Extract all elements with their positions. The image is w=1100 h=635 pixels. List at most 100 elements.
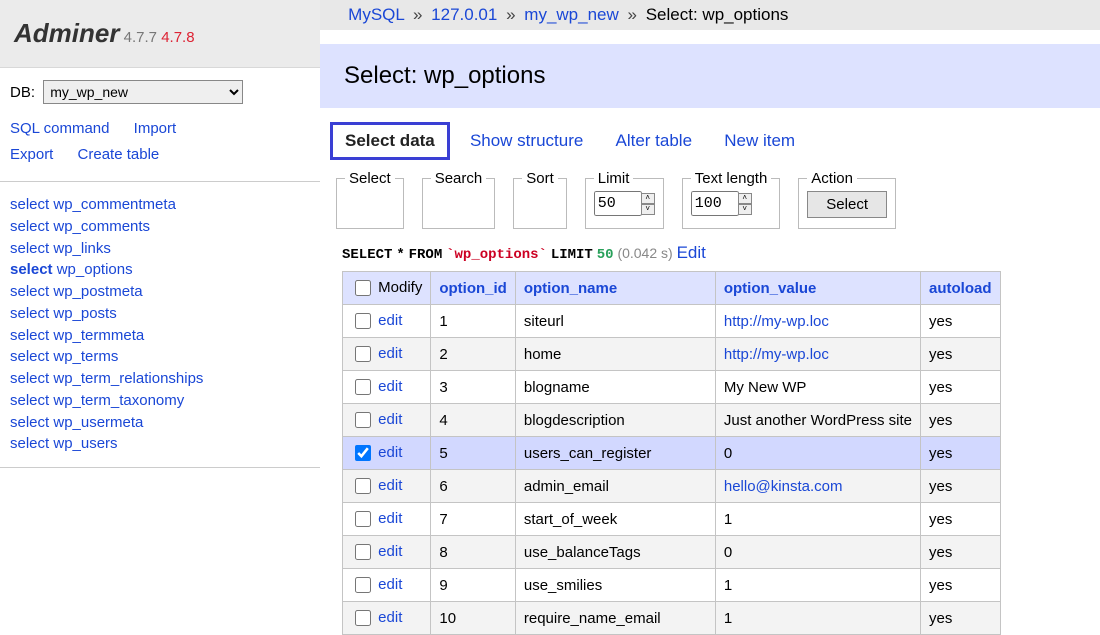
brand-version: 4.7.7: [124, 29, 157, 46]
table-link-wp_options[interactable]: select wp_options: [10, 259, 310, 281]
cell-option-id: 7: [431, 503, 516, 536]
row-checkbox[interactable]: [355, 544, 371, 560]
edit-link[interactable]: edit: [378, 312, 402, 329]
tables-list: select wp_commentmetaselect wp_commentss…: [0, 182, 320, 468]
tabs: Select data Show structure Alter table N…: [320, 108, 1100, 164]
cell-option-name: admin_email: [515, 470, 715, 503]
select-all-checkbox[interactable]: [355, 280, 371, 296]
edit-link[interactable]: edit: [378, 378, 402, 395]
table-link-wp_term_taxonomy[interactable]: select wp_term_taxonomy: [10, 390, 310, 412]
table-link-wp_usermeta[interactable]: select wp_usermeta: [10, 412, 310, 434]
row-checkbox[interactable]: [355, 610, 371, 626]
cell-autoload: yes: [921, 569, 1001, 602]
fieldset-search: Search: [422, 170, 496, 229]
table-row: edit10require_name_email1yes: [343, 602, 1001, 635]
spin-up-icon[interactable]: ˄: [641, 193, 655, 204]
import-link[interactable]: Import: [134, 120, 177, 137]
cell-option-value: hello@kinsta.com: [715, 470, 920, 503]
col-option-name[interactable]: option_name: [524, 280, 617, 297]
create-table-link[interactable]: Create table: [78, 146, 160, 163]
row-checkbox[interactable]: [355, 478, 371, 494]
edit-link[interactable]: edit: [378, 609, 402, 626]
cell-autoload: yes: [921, 305, 1001, 338]
edit-link[interactable]: edit: [378, 543, 402, 560]
table-row: edit6admin_emailhello@kinsta.comyes: [343, 470, 1001, 503]
col-autoload[interactable]: autoload: [929, 280, 992, 297]
tab-show-structure[interactable]: Show structure: [458, 125, 595, 157]
cell-option-name: blogname: [515, 371, 715, 404]
cell-option-value: 1: [715, 503, 920, 536]
table-row: edit9use_smilies1yes: [343, 569, 1001, 602]
table-link-wp_termmeta[interactable]: select wp_termmeta: [10, 325, 310, 347]
table-link-wp_postmeta[interactable]: select wp_postmeta: [10, 281, 310, 303]
value-link[interactable]: http://my-wp.loc: [724, 313, 829, 330]
db-select[interactable]: my_wp_new: [43, 80, 243, 104]
table-link-wp_comments[interactable]: select wp_comments: [10, 216, 310, 238]
breadcrumb-db[interactable]: my_wp_new: [524, 5, 619, 24]
row-checkbox[interactable]: [355, 412, 371, 428]
cell-option-id: 2: [431, 338, 516, 371]
spin-down-icon[interactable]: ˅: [641, 204, 655, 215]
brand-title: Adminer: [14, 18, 119, 48]
brand-new-version: 4.7.8: [161, 29, 194, 46]
sidebar-links: SQL command Import Export Create table: [0, 116, 320, 182]
cell-option-id: 4: [431, 404, 516, 437]
breadcrumb-host[interactable]: 127.0.01: [431, 5, 497, 24]
cell-option-name: siteurl: [515, 305, 715, 338]
cell-option-value: 1: [715, 569, 920, 602]
cell-option-value: 0: [715, 536, 920, 569]
cell-option-value: 0: [715, 437, 920, 470]
edit-link[interactable]: edit: [378, 345, 402, 362]
breadcrumb-driver[interactable]: MySQL: [348, 5, 404, 24]
export-link[interactable]: Export: [10, 146, 53, 163]
row-checkbox[interactable]: [355, 346, 371, 362]
edit-link[interactable]: edit: [378, 411, 402, 428]
spin-down-icon[interactable]: ˅: [738, 204, 752, 215]
tab-alter-table[interactable]: Alter table: [604, 125, 705, 157]
table-link-wp_users[interactable]: select wp_users: [10, 433, 310, 455]
edit-link[interactable]: edit: [378, 444, 402, 461]
table-link-wp_terms[interactable]: select wp_terms: [10, 346, 310, 368]
sql-command-link[interactable]: SQL command: [10, 120, 110, 137]
fieldset-select: Select: [336, 170, 404, 229]
select-button[interactable]: Select: [807, 191, 887, 218]
row-checkbox[interactable]: [355, 445, 371, 461]
cell-option-id: 1: [431, 305, 516, 338]
tab-select-data[interactable]: Select data: [330, 122, 450, 160]
col-option-id[interactable]: option_id: [439, 280, 507, 297]
cell-autoload: yes: [921, 404, 1001, 437]
text-length-input[interactable]: [691, 191, 739, 216]
cell-option-name: start_of_week: [515, 503, 715, 536]
row-checkbox[interactable]: [355, 379, 371, 395]
col-option-value[interactable]: option_value: [724, 280, 817, 297]
tab-new-item[interactable]: New item: [712, 125, 807, 157]
row-checkbox[interactable]: [355, 511, 371, 527]
col-modify: Modify: [343, 272, 431, 305]
cell-option-name: require_name_email: [515, 602, 715, 635]
cell-option-value: My New WP: [715, 371, 920, 404]
row-checkbox[interactable]: [355, 313, 371, 329]
cell-option-name: use_smilies: [515, 569, 715, 602]
edit-link[interactable]: edit: [378, 576, 402, 593]
table-row: edit5users_can_register0yes: [343, 437, 1001, 470]
spin-up-icon[interactable]: ˄: [738, 193, 752, 204]
table-row: edit2homehttp://my-wp.locyes: [343, 338, 1001, 371]
edit-link[interactable]: edit: [378, 510, 402, 527]
limit-input[interactable]: [594, 191, 642, 216]
row-checkbox[interactable]: [355, 577, 371, 593]
cell-option-name: home: [515, 338, 715, 371]
table-link-wp_links[interactable]: select wp_links: [10, 238, 310, 260]
value-link[interactable]: http://my-wp.loc: [724, 346, 829, 363]
table-link-wp_posts[interactable]: select wp_posts: [10, 303, 310, 325]
edit-query-link[interactable]: Edit: [677, 243, 706, 262]
table-row: edit8use_balanceTags0yes: [343, 536, 1001, 569]
table-link-wp_commentmeta[interactable]: select wp_commentmeta: [10, 194, 310, 216]
value-link[interactable]: hello@kinsta.com: [724, 478, 843, 495]
table-row: edit 1siteurl http://my-wp.loc yes: [343, 305, 1001, 338]
cell-option-id: 8: [431, 536, 516, 569]
cell-option-id: 3: [431, 371, 516, 404]
cell-autoload: yes: [921, 470, 1001, 503]
cell-option-name: use_balanceTags: [515, 536, 715, 569]
table-link-wp_term_relationships[interactable]: select wp_term_relationships: [10, 368, 310, 390]
edit-link[interactable]: edit: [378, 477, 402, 494]
